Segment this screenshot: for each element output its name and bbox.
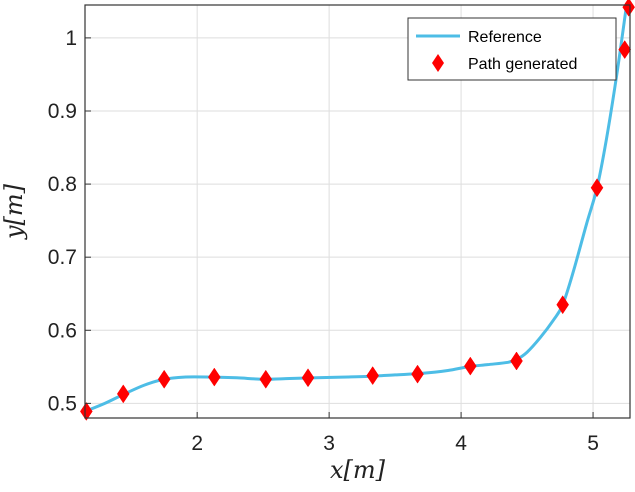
plot-area (80, 0, 635, 421)
path-generated-point (366, 366, 379, 386)
path-generated-markers (80, 0, 635, 421)
path-generated-point (208, 367, 221, 387)
y-axis-ticks: 0.5 0.6 0.7 0.8 0.9 1 (48, 27, 91, 415)
x-tick-label: 3 (323, 432, 335, 455)
path-generated-point (590, 178, 604, 198)
axes-frame (84, 4, 631, 419)
path-generated-point (556, 295, 570, 315)
path-generated-point (259, 369, 273, 389)
x-tick-label: 4 (455, 432, 467, 455)
path-generated-point (80, 401, 93, 421)
legend-path-generated-label: Path generated (468, 56, 577, 73)
legend-reference-label: Reference (468, 29, 542, 46)
y-tick-label: 0.7 (48, 246, 77, 269)
y-tick-label: 1 (65, 27, 77, 50)
x-tick-label: 2 (191, 432, 203, 455)
path-generated-point (411, 364, 424, 384)
y-tick-label: 0.5 (48, 392, 77, 415)
legend-path-generated-swatch (432, 54, 444, 72)
path-generated-point (464, 356, 477, 376)
y-axis-label: y[m] (0, 183, 28, 240)
x-axis-ticks: 2 3 4 5 (191, 412, 599, 455)
y-tick-label: 0.8 (48, 173, 77, 196)
legend-box (407, 17, 617, 81)
path-generated-point (622, 0, 635, 17)
x-axis-label: x[m] (330, 456, 386, 484)
legend: Reference Path generated (407, 17, 617, 81)
path-generated-point (301, 368, 315, 388)
x-tick-label: 5 (587, 432, 599, 455)
path-generated-point (618, 40, 632, 60)
path-generated-point (157, 369, 171, 389)
path-generated-point (116, 384, 130, 404)
path-generated-point (510, 351, 523, 371)
y-tick-label: 0.9 (48, 100, 77, 123)
y-tick-label: 0.6 (48, 319, 77, 342)
reference-series-line (83, 7, 628, 413)
